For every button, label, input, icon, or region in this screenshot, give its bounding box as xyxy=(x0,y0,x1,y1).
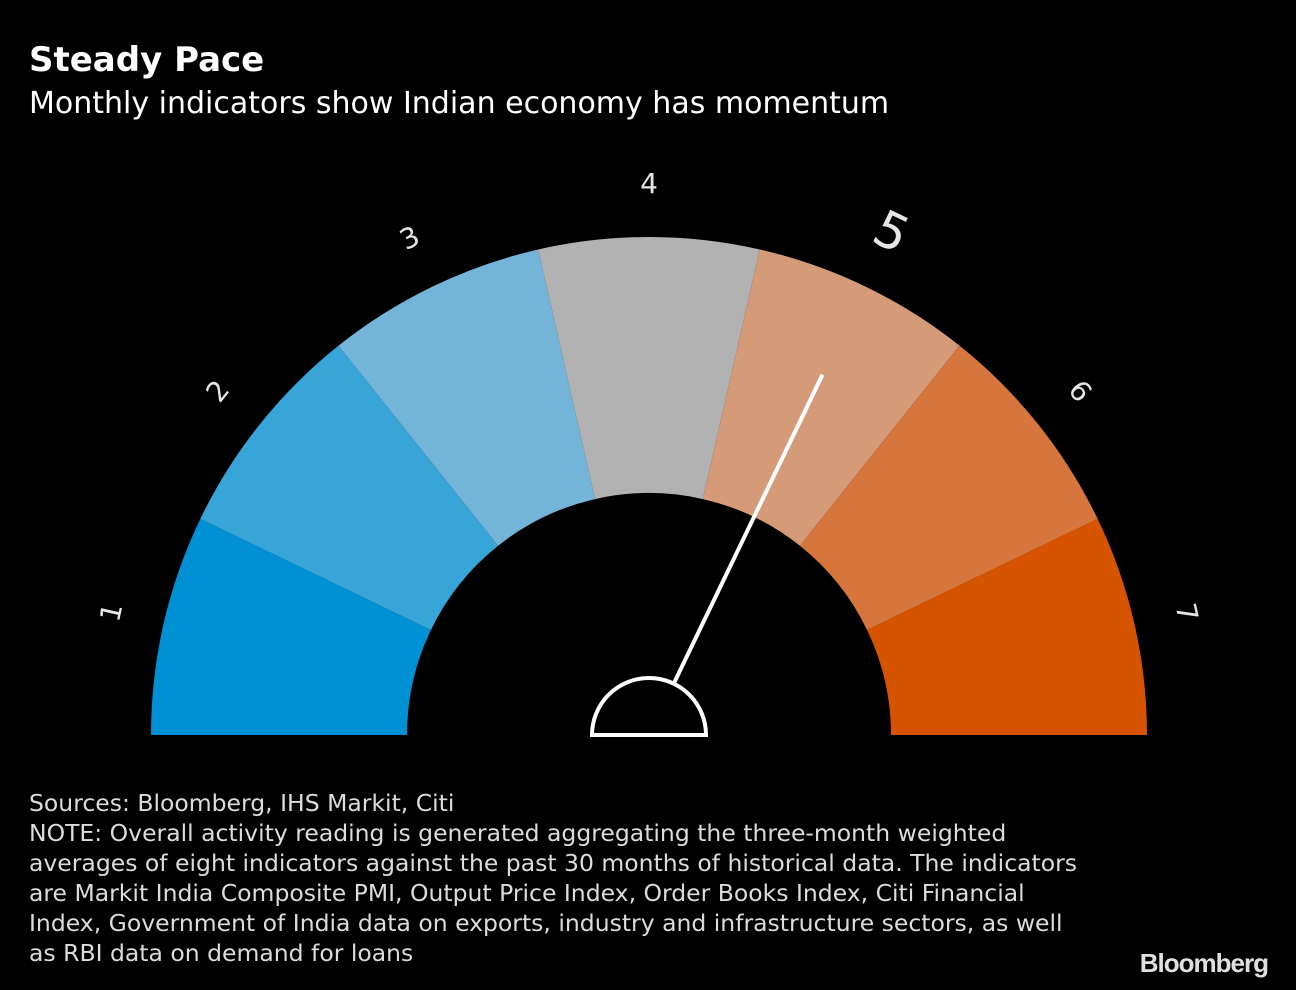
chart-title: Steady Pace xyxy=(29,40,265,80)
needle-pivot xyxy=(589,676,709,737)
gauge-label-2: 2 xyxy=(199,374,236,409)
gauge-segment-7 xyxy=(867,518,1147,735)
gauge-label-1: 1 xyxy=(93,600,129,625)
methodology-note: NOTE: Overall activity reading is genera… xyxy=(29,819,1078,967)
bloomberg-logo: Bloomberg xyxy=(1139,948,1269,978)
footer: Sources: Bloomberg, IHS Markit, Citi NOT… xyxy=(29,788,1089,968)
chart-subtitle: Monthly indicators show Indian economy h… xyxy=(29,86,890,121)
gauge-label-4: 4 xyxy=(640,167,658,200)
gauge-needle xyxy=(671,373,825,685)
gauge-segment-2 xyxy=(200,345,499,631)
gauge-label-5: 5 xyxy=(864,199,918,265)
gauge-segment-5 xyxy=(702,249,960,546)
gauge-segment-3 xyxy=(338,249,596,546)
gauge-label-7: 7 xyxy=(1169,600,1205,625)
gauge-segment-4 xyxy=(538,237,760,500)
source-note: Sources: Bloomberg, IHS Markit, Citi xyxy=(29,789,455,817)
gauge-segment-6 xyxy=(799,345,1098,631)
gauge-label-3: 3 xyxy=(395,219,425,256)
gauge-segment-1 xyxy=(151,518,431,735)
gauge-label-6: 6 xyxy=(1062,374,1099,409)
